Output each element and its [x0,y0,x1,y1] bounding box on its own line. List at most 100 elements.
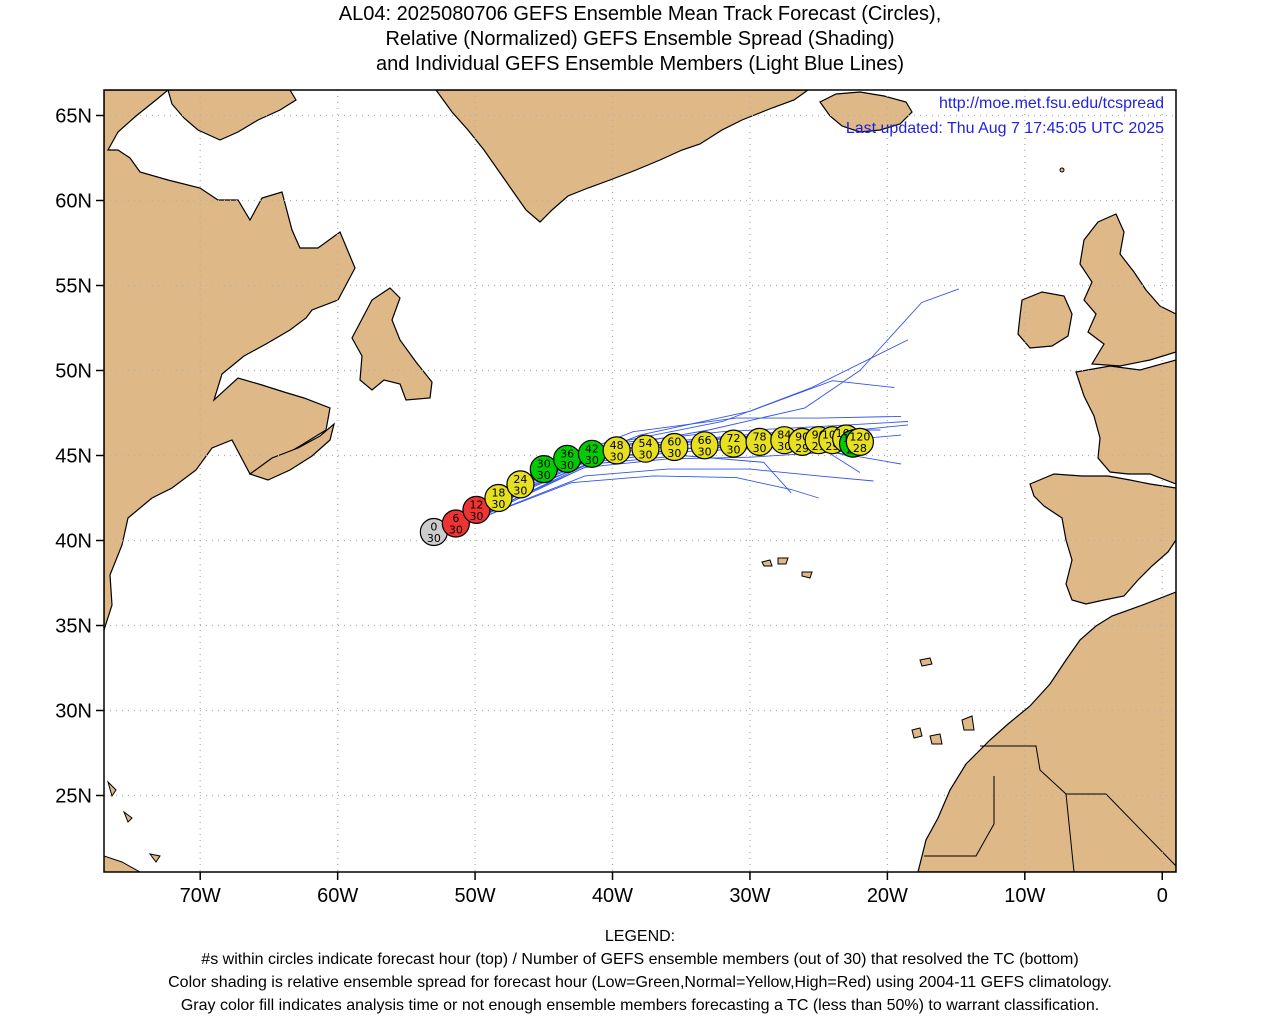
track-point: 030 [419,517,448,547]
track-circle [529,455,558,484]
land-great-britain [1079,213,1176,367]
source-url[interactable]: http://moe.met.fsu.edu/tcspread [939,95,1164,112]
forecast-hour: 54 [638,437,652,450]
member-count: 30 [513,484,527,497]
track-circle [506,470,535,499]
lat-label: 55N [55,276,92,298]
forecast-hour: 42 [585,442,599,455]
lat-label: 35N [55,616,92,638]
track-circle [441,509,470,538]
title-line-1: AL04: 2025080706 GEFS Ensemble Mean Trac… [338,3,942,25]
member-count: 30 [777,440,791,453]
map-frame [103,89,1177,873]
forecast-hour: 36 [560,447,574,460]
forecast-hour: 48 [610,439,624,452]
land-europe [1075,359,1176,485]
land-greenland [435,90,810,223]
lon-label: 60W [317,885,358,907]
track-circle [660,432,689,462]
land-iceland [819,91,913,133]
track-circle [484,483,513,513]
lon-label: 30W [729,885,770,907]
member-count: 30 [698,445,712,458]
track-point: 630 [441,509,470,538]
member-count: 28 [853,442,867,455]
member-count: 30 [491,498,505,511]
forecast-hour: 84 [777,429,791,442]
forecast-hour: 6 [452,512,459,525]
member-count: 30 [449,524,463,537]
lon-label: 50W [455,885,496,907]
mean-track: 0306301230183024303030363042304830543060… [419,424,874,547]
forecast-hour: 0 [430,521,437,534]
member-count: 30 [753,442,767,455]
lat-label: 40N [55,531,92,553]
forecast-hour: 60 [667,436,681,449]
land-masses [104,90,1176,872]
forecast-hour: 120 [849,430,870,443]
lat-labels: 65N 60N 55N 50N 45N 40N 35N 30N 25N [55,106,92,808]
track-circle [631,434,660,463]
member-count: 30 [537,469,551,482]
lat-label: 60N [55,191,92,213]
track-circle [462,495,491,524]
forecast-hour: 12 [469,498,483,511]
lon-label: 10W [1004,885,1045,907]
member-count: 30 [667,447,681,460]
lon-label: 20W [867,885,908,907]
lon-label: 70W [180,885,221,907]
title-line-3: and Individual GEFS Ensemble Members (Li… [375,53,905,75]
member-count: 30 [726,444,740,457]
land-north-america [104,90,356,631]
land-iberia [1029,473,1176,605]
lat-label: 65N [55,106,92,128]
forecast-hour: 78 [753,430,767,443]
track-circle [602,436,631,465]
legend-line-2: Color shading is relative ensemble sprea… [168,974,1112,991]
lon-label: 0 [1157,885,1168,907]
forecast-hour: 24 [513,473,527,486]
land-newfoundland [351,287,433,401]
land-africa [917,591,1176,872]
map: 0306301230183024303030363042304830543060… [55,89,1177,907]
member-count: 30 [610,450,624,463]
land-nova-scotia [248,422,336,481]
track-circle [845,427,874,456]
member-count: 30 [560,459,574,472]
lat-label: 45N [55,446,92,468]
ensemble-member-track [468,468,874,524]
lon-label: 40W [592,885,633,907]
land-ireland [1017,291,1073,349]
title-line-2: Relative (Normalized) GEFS Ensemble Spre… [385,28,895,50]
track-circle [690,431,719,460]
forecast-hour: 30 [537,458,551,471]
legend-title: LEGEND: [604,928,676,945]
axis-ticks [96,114,1164,880]
lat-label: 30N [55,701,92,723]
member-count: 30 [638,449,652,462]
last-updated: Last updated: Thu Aug 7 17:45:05 UTC 202… [846,120,1164,137]
member-count: 30 [427,532,441,545]
member-count: 30 [585,454,599,467]
forecast-hour: 18 [491,487,505,500]
forecast-hour: 72 [726,432,740,445]
legend-line-1: #s within circles indicate forecast hour… [201,951,1079,968]
lat-label: 25N [55,786,92,808]
lat-label: 50N [55,361,92,383]
forecast-hour: 66 [698,434,712,447]
lon-labels: 70W 60W 50W 40W 30W 20W 10W 0 [180,885,1168,907]
legend-line-3: Gray color fill indicates analysis time … [180,997,1100,1014]
